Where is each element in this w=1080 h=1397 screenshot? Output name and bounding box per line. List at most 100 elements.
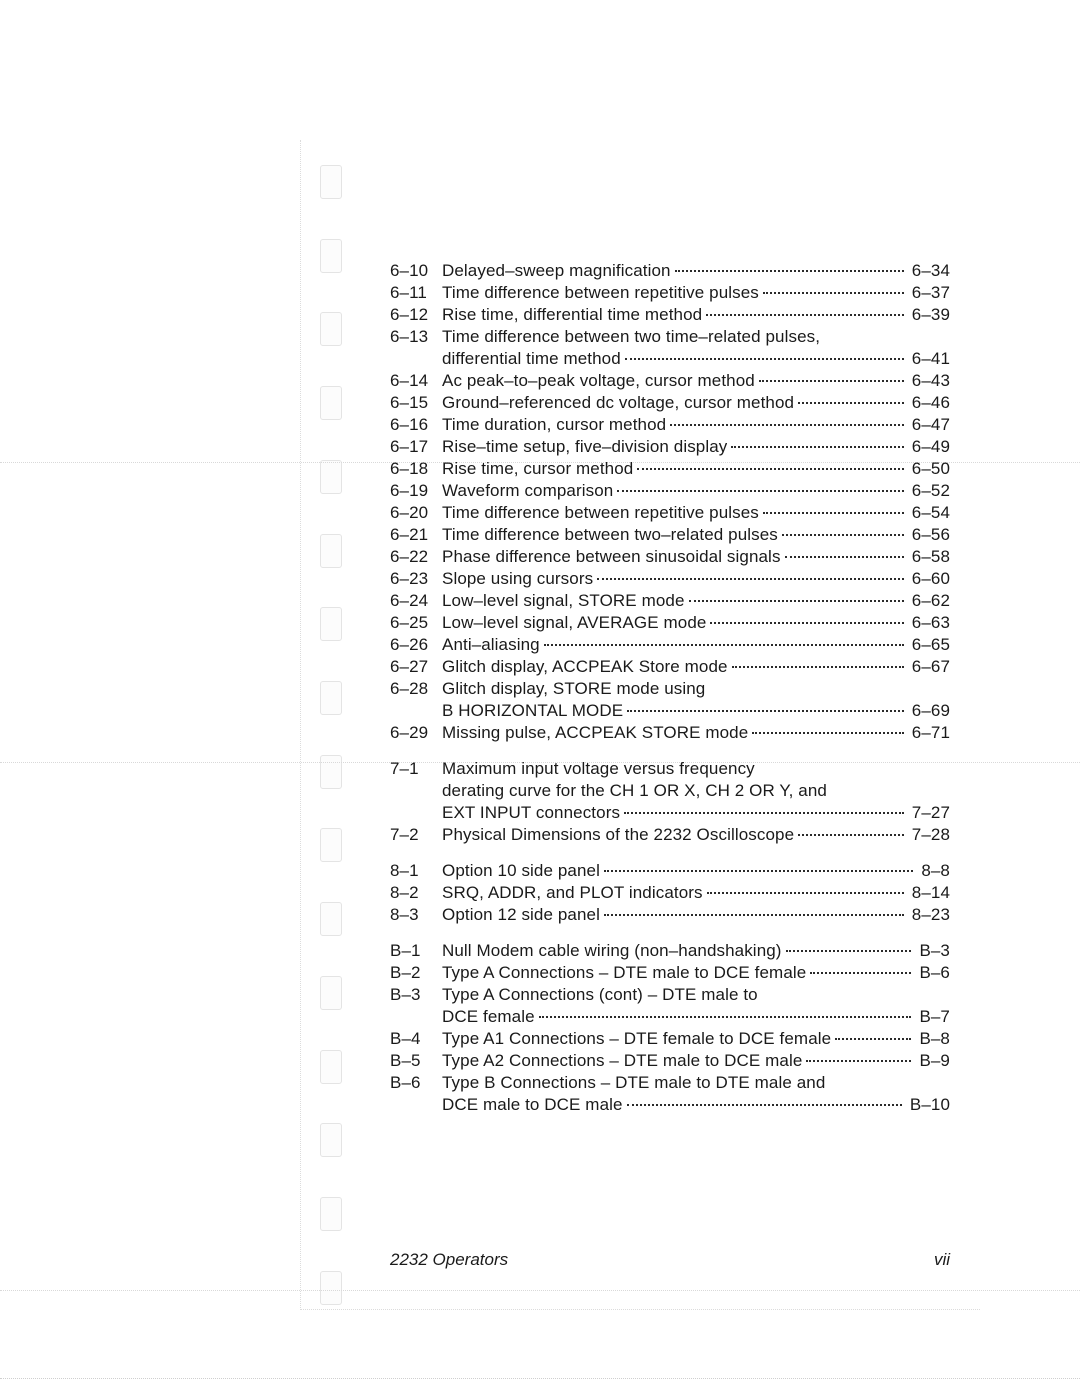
scanned-page: 6–10Delayed–sweep magnification6–346–11T… [0,0,1080,1397]
toc-row: B–5Type A2 Connections – DTE male to DCE… [390,1050,950,1072]
toc-page: 6–54 [908,502,950,524]
toc-page: B–8 [915,1028,950,1050]
toc-row: B–1Null Modem cable wiring (non–handshak… [390,940,950,962]
page-footer: 2232 Operators vii [390,1250,950,1270]
dot-leader [763,512,904,514]
toc-row: B–2Type A Connections – DTE male to DCE … [390,962,950,984]
toc-row: 6–14Ac peak–to–peak voltage, cursor meth… [390,370,950,392]
binder-hole [320,386,342,420]
dot-leader [670,424,904,426]
dot-leader [798,834,904,836]
binder-hole [320,1123,342,1157]
toc-row: 8–3Option 12 side panel8–23 [390,904,950,926]
toc-title: B HORIZONTAL MODE [442,700,623,722]
toc-row: 6–10Delayed–sweep magnification6–34 [390,260,950,282]
toc-page: 6–58 [908,546,950,568]
toc-page: 7–27 [908,802,950,824]
toc-ref: B–3 [390,984,442,1006]
dot-leader [689,600,904,602]
toc-title: Phase difference between sinusoidal sign… [442,546,781,568]
toc-row: B–3DCE femaleB–7 [390,1006,950,1028]
toc-page: 6–37 [908,282,950,304]
toc-row: 6–13differential time method6–41 [390,348,950,370]
toc-page: 6–62 [908,590,950,612]
toc-page: 8–23 [908,904,950,926]
toc-row: B–4Type A1 Connections – DTE female to D… [390,1028,950,1050]
toc-page: 7–28 [908,824,950,846]
toc-page: 6–63 [908,612,950,634]
toc-row: 7–1EXT INPUT connectors7–27 [390,802,950,824]
dot-leader [604,870,913,872]
dot-leader [637,468,903,470]
toc-title: Type A Connections (cont) – DTE male to [442,984,758,1006]
toc-page: 6–56 [908,524,950,546]
toc-title: Low–level signal, STORE mode [442,590,685,612]
toc-page: 6–69 [908,700,950,722]
toc-row: B–6Type B Connections – DTE male to DTE … [390,1072,950,1094]
toc-page: 6–34 [908,260,950,282]
toc-title: Time duration, cursor method [442,414,666,436]
toc-row: 6–27Glitch display, ACCPEAK Store mode6–… [390,656,950,678]
toc-row: 7–2Physical Dimensions of the 2232 Oscil… [390,824,950,846]
toc-row: 6–24Low–level signal, STORE mode 6–62 [390,590,950,612]
toc-page: 6–52 [908,480,950,502]
dot-leader [759,380,904,382]
toc-title: Time difference between two time–related… [442,326,820,348]
toc-page: B–3 [915,940,950,962]
dot-leader [785,556,904,558]
toc-row: 7–1derating curve for the CH 1 OR X, CH … [390,780,950,802]
toc-row: 6–11Time difference between repetitive p… [390,282,950,304]
binder-holes [320,165,350,1305]
toc-row: 6–15Ground–referenced dc voltage, cursor… [390,392,950,414]
toc-title: EXT INPUT connectors [442,802,620,824]
toc-ref: 6–16 [390,414,442,436]
binder-hole [320,312,342,346]
toc-ref: 6–29 [390,722,442,744]
toc-title: Type A1 Connections – DTE female to DCE … [442,1028,831,1050]
toc-ref: 6–12 [390,304,442,326]
toc-ref: 6–23 [390,568,442,590]
toc-ref: 6–18 [390,458,442,480]
binder-hole [320,460,342,494]
toc-row: B–3Type A Connections (cont) – DTE male … [390,984,950,1006]
toc-page: 8–14 [908,882,950,904]
toc-ref: 6–24 [390,590,442,612]
toc-ref: 6–21 [390,524,442,546]
binder-hole [320,1271,342,1305]
dot-leader [627,1104,902,1106]
toc-ref: 6–26 [390,634,442,656]
toc-title: Option 12 side panel [442,904,600,926]
toc-title: Rise–time setup, five–division display [442,436,727,458]
toc-title: Time difference between repetitive pulse… [442,282,759,304]
binder-hole [320,239,342,273]
toc-page: 6–43 [908,370,950,392]
toc-ref: 6–11 [390,282,442,304]
toc-page: B–6 [915,962,950,984]
toc-title: Type A Connections – DTE male to DCE fem… [442,962,806,984]
toc-page: 6–46 [908,392,950,414]
binder-hole [320,165,342,199]
binder-hole [320,1197,342,1231]
toc-page: 6–71 [908,722,950,744]
toc-title: Maximum input voltage versus frequency [442,758,755,780]
toc-title: Time difference between repetitive pulse… [442,502,759,524]
toc-title: Ground–referenced dc voltage, cursor met… [442,392,794,414]
toc-ref: 6–14 [390,370,442,392]
dot-leader [617,490,903,492]
toc-row: 7–1Maximum input voltage versus frequenc… [390,758,950,780]
toc-row: 6–20Time difference between repetitive p… [390,502,950,524]
toc-ref: 8–2 [390,882,442,904]
toc-row: B–6DCE male to DCE maleB–10 [390,1094,950,1116]
toc-page: B–10 [906,1094,950,1116]
toc-content: 6–10Delayed–sweep magnification6–346–11T… [390,260,950,1130]
toc-page: 6–47 [908,414,950,436]
toc-ref: 6–27 [390,656,442,678]
toc-row: 6–29Missing pulse, ACCPEAK STORE mode6–7… [390,722,950,744]
toc-ref: 6–10 [390,260,442,282]
toc-title: SRQ, ADDR, and PLOT indicators [442,882,703,904]
toc-title: Physical Dimensions of the 2232 Oscillos… [442,824,794,846]
scan-line [0,1290,1080,1291]
toc-row: 6–21Time difference between two–related … [390,524,950,546]
toc-ref: 7–1 [390,758,442,780]
toc-row: 6–17Rise–time setup, five–division displ… [390,436,950,458]
